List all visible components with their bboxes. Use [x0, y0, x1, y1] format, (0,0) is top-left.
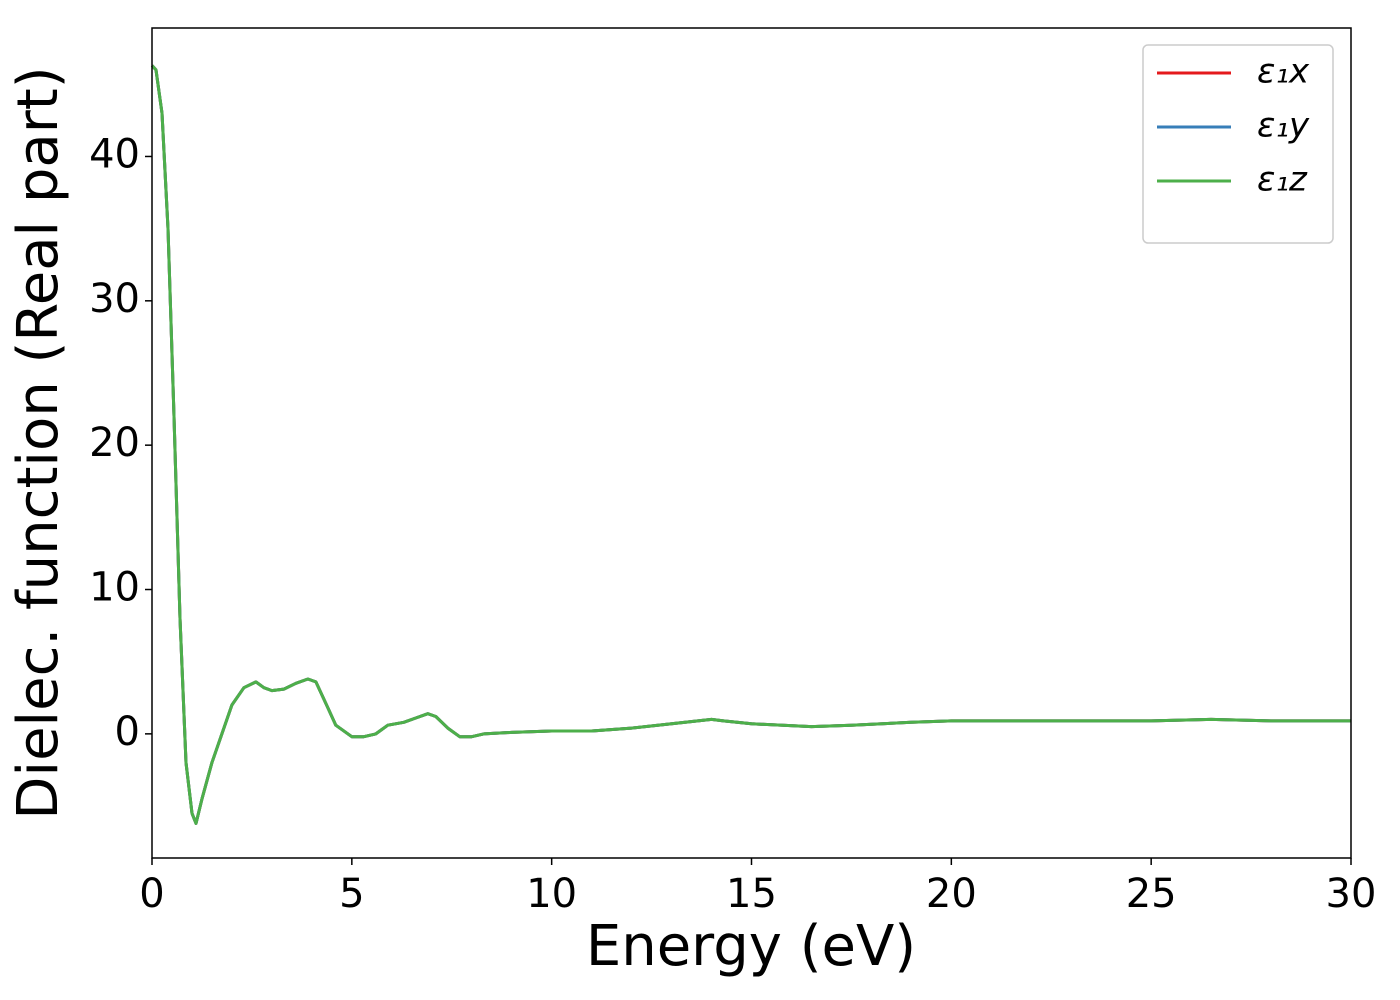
y-tick-label: 10 — [89, 565, 140, 611]
plot-frame — [151, 27, 1352, 859]
x-tick-label: 20 — [926, 871, 977, 917]
y-tick-label: 40 — [89, 131, 140, 177]
x-tick-label: 25 — [1126, 871, 1177, 917]
x-tick-label: 15 — [726, 871, 777, 917]
x-tick-label: 10 — [526, 871, 577, 917]
y-tick-label: 0 — [115, 709, 140, 755]
legend-label: ε₁z — [1257, 160, 1308, 200]
x-tick-label: 0 — [139, 871, 164, 917]
y-tick-label: 30 — [89, 276, 140, 322]
legend-label: ε₁x — [1257, 52, 1310, 92]
y-tick-label: 20 — [89, 420, 140, 466]
y-axis-label: Dielec. function (Real part) — [6, 66, 71, 819]
x-tick-label: 5 — [339, 871, 364, 917]
legend-label: ε₁y — [1257, 106, 1310, 146]
data-line — [150, 64, 1351, 825]
legend-box — [1142, 44, 1334, 244]
x-axis-label: Energy (eV) — [586, 914, 916, 979]
x-tick-label: 30 — [1326, 871, 1377, 917]
